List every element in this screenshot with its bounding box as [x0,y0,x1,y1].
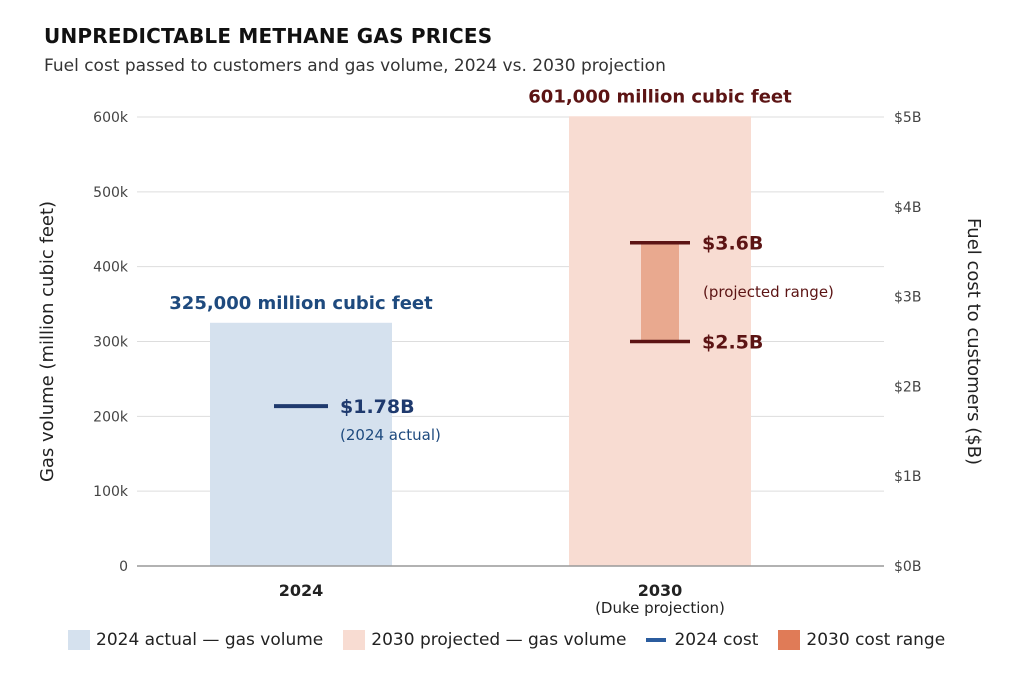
y-tick-label-left: 200k [93,409,129,425]
legend-label-2024-cost: 2024 cost [674,630,759,650]
y-tick-label-right: $3B [894,290,921,306]
cost-range-note: (projected range) [703,283,834,301]
y-tick-label-left: 500k [93,185,129,201]
y-tick-label-left: 100k [93,484,129,500]
bar-label-2030: 601,000 million cubic feet [528,86,792,107]
x-category-label-2024: 2024 [279,581,324,600]
legend-label-2024-volume: 2024 actual — gas volume [96,630,324,650]
chart-title: UNPREDICTABLE METHANE GAS PRICES [44,24,493,48]
y-tick-label-right: $0B [894,559,921,575]
cost-note-2024: (2024 actual) [340,426,441,444]
y-tick-label-right: $1B [894,469,921,485]
y-tick-label-left: 300k [93,335,129,351]
chart-svg: 0 100k 200k 300k 400k 500k 600k $0B $1B $2B $3B $4B… [37,86,984,617]
legend-item-2024-cost: 2024 cost [646,630,758,650]
legend-swatch-2024-volume [68,630,90,650]
x-category-sublabel-2030: (Duke projection) [595,599,725,617]
y-axis-title-right: Fuel cost to customers ($B) [963,218,984,465]
bar-label-2024: 325,000 million cubic feet [169,293,433,314]
cost-label-low: $2.5B [702,332,763,354]
bar-2024 [210,322,392,566]
cost-label-high: $3.6B [702,233,763,255]
y-tick-label-right: $5B [894,110,921,126]
legend-label-2030-cost-range: 2030 cost range [806,630,946,650]
legend-swatch-2030-cost-range [778,630,801,650]
legend-label-2030-volume: 2030 projected — gas volume [371,630,627,650]
y-tick-label-left: 0 [119,559,128,575]
y-tick-label-right: $4B [894,200,921,216]
cost-label-2024: $1.78B [340,396,415,418]
y-tick-label-right: $2B [894,379,921,395]
y-tick-label-left: 400k [93,260,129,276]
y-axis-title-left: Gas volume (million cubic feet) [37,201,58,482]
cost-range-2030 [641,242,679,342]
x-category-label-2030: 2030 [638,581,683,600]
legend-swatch-2024-cost [646,638,667,642]
legend-item-2030-cost-range: 2030 cost range [778,630,945,650]
chart-subtitle: Fuel cost passed to customers and gas vo… [44,56,666,76]
y-tick-label-left: 600k [93,110,129,126]
legend-swatch-2030-volume [343,630,366,650]
legend-item-2024-volume: 2024 actual — gas volume [68,630,323,650]
legend-item-2030-volume: 2030 projected — gas volume [343,630,626,650]
legend: 2024 actual — gas volume 2030 projected … [68,630,965,650]
